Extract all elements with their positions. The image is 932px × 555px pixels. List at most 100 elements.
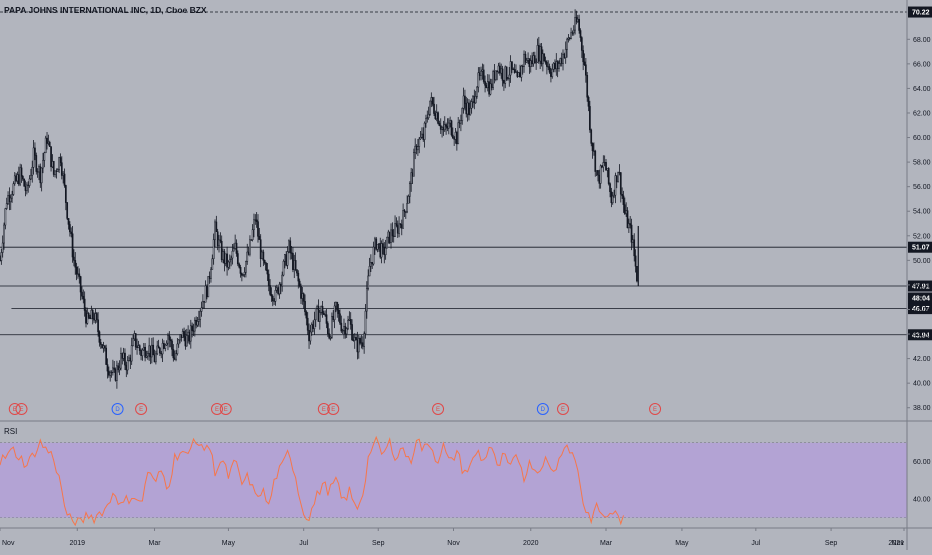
candle-body [243,271,246,275]
candle-body [86,313,89,324]
candle-body [554,63,556,70]
candle-body [259,239,262,259]
candle-body [365,288,368,312]
candle-body [130,345,133,362]
candle-body [490,83,493,88]
candle-body [290,252,293,254]
candle-body [426,117,429,119]
candle-body [78,273,81,277]
candle-body [211,258,214,270]
candle-body [314,307,317,321]
candle-body [513,69,516,73]
candle-body [404,211,407,213]
candle-body [292,253,294,270]
candle-body [529,60,532,67]
candle-body [525,60,528,63]
candle-body [226,253,228,268]
candle-body [531,60,533,65]
candle-body [446,126,449,129]
candle-body [617,172,619,183]
candle-body [153,354,156,363]
candle-body [258,236,261,240]
candle-body [40,167,43,184]
candle-body [13,175,16,184]
candle-body [132,338,134,346]
candle-body [376,243,379,250]
candle-body [142,346,145,351]
candle-body [15,175,17,182]
candle-body [427,114,430,118]
candle-body [185,335,188,347]
candle-body [113,367,116,370]
candle-body [93,318,95,321]
candle-body [34,147,36,156]
candle-body [173,357,176,360]
candle-body [602,162,605,168]
candle-body [21,176,24,180]
candle-body [26,184,28,191]
candle-body [497,65,500,73]
candle-body [619,172,622,195]
candle-body [208,276,211,279]
candle-body [219,239,222,242]
candle-body [63,173,66,186]
candle-body [71,233,74,258]
event-marker [8,403,21,415]
candle-body [587,96,590,107]
event-label: E [139,407,143,413]
candle-body [118,367,121,371]
candle-body [458,122,461,124]
chart-title: PAPA JOHNS INTERNATIONAL INC, 1D, Cboe B… [4,5,207,15]
candle-body [177,339,180,345]
candle-body [547,66,550,68]
time-tick-label: Nov [2,540,15,547]
candle-body [28,178,31,186]
candle-body [64,185,67,203]
candle-body [218,239,220,247]
high-badge-label: 70.22 [912,10,930,17]
candle-body [43,152,46,161]
candle-body [453,137,456,140]
candle-body [150,344,153,358]
event-label: E [436,407,440,413]
candle-body [512,68,515,70]
candle-body [279,283,282,287]
candle-body [396,225,399,234]
price-tick-label: 68.00 [913,37,931,44]
candle-body [433,103,435,114]
candle-body [189,325,192,342]
candle-body [447,122,450,129]
candle-body [562,53,564,64]
candle-body [36,171,39,173]
candle-body [610,191,613,204]
candle-body [67,218,70,225]
candle-body [172,349,175,359]
candle-body [168,335,171,340]
candle-body [121,353,124,359]
candle-body [621,193,623,197]
candle-body [19,167,22,185]
candle-body [261,251,263,259]
candle-body [187,331,189,336]
candle-body [223,251,226,264]
candle-body [304,301,306,313]
level-badge [908,329,932,341]
candle-body [32,147,35,168]
candle-body [140,350,142,356]
rsi-title: RSI [4,427,17,436]
candle-body [116,365,118,381]
candle-body [485,85,488,88]
candle-body [77,273,79,275]
candle-body [558,63,560,69]
candle-body [391,229,394,237]
candle-body [343,326,345,331]
candle-body [191,325,193,331]
candle-body [492,71,494,88]
event-marker [111,403,124,415]
price-tick-label: 48.00 [913,282,931,289]
candle-body [220,240,223,261]
candle-body [540,46,543,65]
candle-body [481,69,484,72]
candle-body [17,174,20,185]
candle-body [422,133,425,140]
